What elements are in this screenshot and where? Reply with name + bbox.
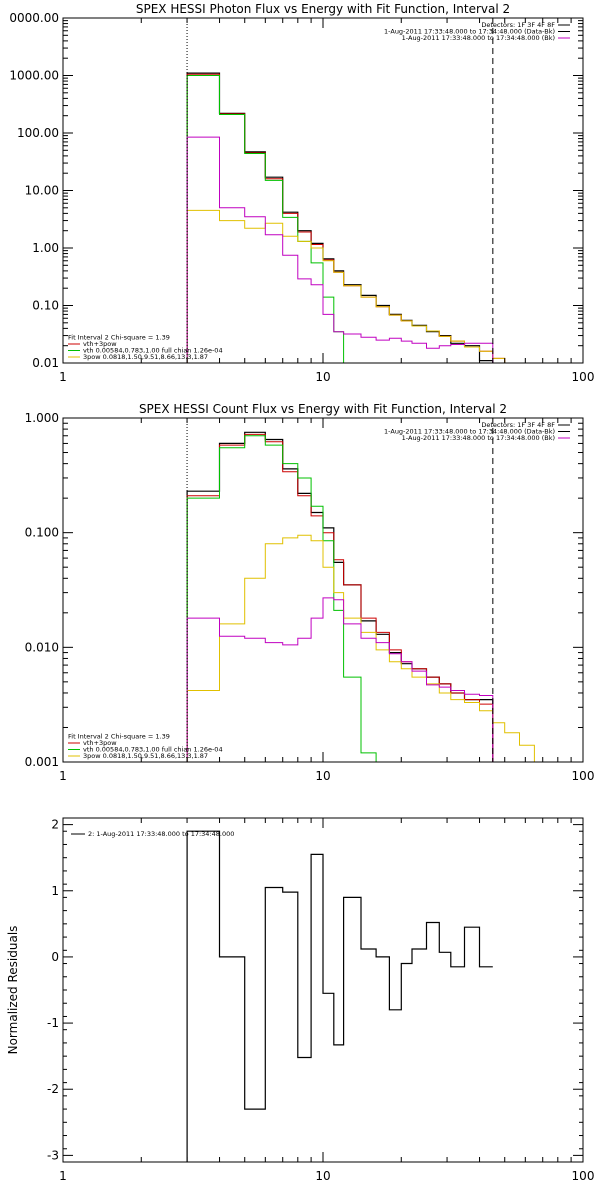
x-tick-label: 10 xyxy=(315,370,330,384)
legend-bottom-left-text: Fit Interval 2 Chi-square = 1.39 xyxy=(68,334,170,342)
y-tick-label: 0.10 xyxy=(32,299,59,313)
y-tick-label: 0.001 xyxy=(25,755,59,769)
x-tick-label: 10 xyxy=(315,769,330,783)
y-axis-label: Normalized Residuals xyxy=(6,926,20,1055)
legend-top-right-text: Detectors: 1F 3F 4F 8F xyxy=(481,421,555,429)
legend-top-right-text: 1-Aug-2011 17:33:48.000 to 17:34:48.000 … xyxy=(384,28,555,36)
legend-bottom-left-text: vth+3pow xyxy=(83,340,117,348)
legend-bottom-left-text: vth 0.00584,0.783,1.00 full chian 1.26e-… xyxy=(83,746,223,754)
legend-top-right-text: Detectors: 1F 3F 4F 8F xyxy=(481,21,555,29)
plot-frame xyxy=(62,417,584,763)
legend-bottom-left-text: vth+3pow xyxy=(83,739,117,747)
series-group xyxy=(186,431,551,762)
y-tick-label: 0.010 xyxy=(25,640,59,654)
series-group xyxy=(186,72,520,363)
y-tick-label: 0 xyxy=(51,950,59,964)
y-tick-label: 1 xyxy=(51,884,59,898)
series-line-vth-3pow xyxy=(186,433,494,762)
y-tick-label: 0.100 xyxy=(25,526,59,540)
series-group xyxy=(186,830,493,1162)
chart-panel-3: Normalized Residuals 1 10 100 -3 -2 -1 0 1 2 2: 1-… xyxy=(6,817,595,1183)
legend-bottom-left-text: Fit Interval 2 Chi-square = 1.39 xyxy=(68,733,170,741)
y-tick-label: 100.00 xyxy=(17,126,59,140)
series-line-bk xyxy=(186,597,494,762)
y-tick-label: 1000.00 xyxy=(9,69,59,83)
series-line-vth-3pow xyxy=(186,73,506,363)
series-line-vth xyxy=(186,75,361,363)
chart-title: SPEX HESSI Photon Flux vs Energy with Fi… xyxy=(136,2,510,16)
y-tick-label: -3 xyxy=(47,1148,59,1162)
x-tick-label: 100 xyxy=(572,1169,595,1183)
x-tick-label: 1 xyxy=(59,1169,67,1183)
y-tick-label: 0.01 xyxy=(32,356,59,370)
series-line-bk xyxy=(186,136,494,363)
x-tick-label: 1 xyxy=(59,370,67,384)
legend-top-right-text: 1-Aug-2011 17:33:48.000 to 17:34:48.000 … xyxy=(384,428,555,436)
series-line-data-bk xyxy=(186,431,494,762)
legend-bottom-left-text: 3pow 0.0818,1.50,9.51,8.66,13.3,1.87 xyxy=(83,353,208,361)
y-tick-label: 1.000 xyxy=(25,411,59,425)
series-line-vth xyxy=(186,435,377,762)
y-tick-label: 2 xyxy=(51,818,59,832)
x-tick-label: 100 xyxy=(572,370,595,384)
x-tick-label: 10 xyxy=(315,1169,330,1183)
chart-panel-2: SPEX HESSI Count Flux vs Energy with Fit… xyxy=(25,402,595,783)
legend-top-right-text: 1-Aug-2011 17:33:48.000 to 17:34:48.000 … xyxy=(402,434,555,442)
legend-bottom-left-text: vth 0.00584,0.783,1.00 full chian 1.26e-… xyxy=(83,347,223,355)
legend-top-left-text: 2: 1-Aug-2011 17:33:48.000 to 17:34:48.0… xyxy=(88,830,234,838)
chart-panel-1: SPEX HESSI Photon Flux vs Energy with Fi… xyxy=(9,2,594,384)
y-tick-label: 0000.00 xyxy=(9,11,59,25)
x-tick-label: 100 xyxy=(572,769,595,783)
y-tick-label: -2 xyxy=(47,1082,59,1096)
legend-top-right-text: 1-Aug-2011 17:33:48.000 to 17:34:48.000 … xyxy=(402,34,555,42)
series-line-3pow xyxy=(186,534,551,762)
y-tick-label: 10.00 xyxy=(25,184,59,198)
x-tick-label: 1 xyxy=(59,769,67,783)
series-line-data-bk xyxy=(186,72,494,363)
series-line-3pow xyxy=(186,209,520,363)
legend-bottom-left-text: 3pow 0.0818,1.50,9.51,8.66,13.3,1.87 xyxy=(83,752,208,760)
series-line-residuals xyxy=(186,830,493,1162)
y-tick-label: -1 xyxy=(47,1016,59,1030)
chart-title: SPEX HESSI Count Flux vs Energy with Fit… xyxy=(139,402,507,416)
y-tick-label: 1.00 xyxy=(32,241,59,255)
